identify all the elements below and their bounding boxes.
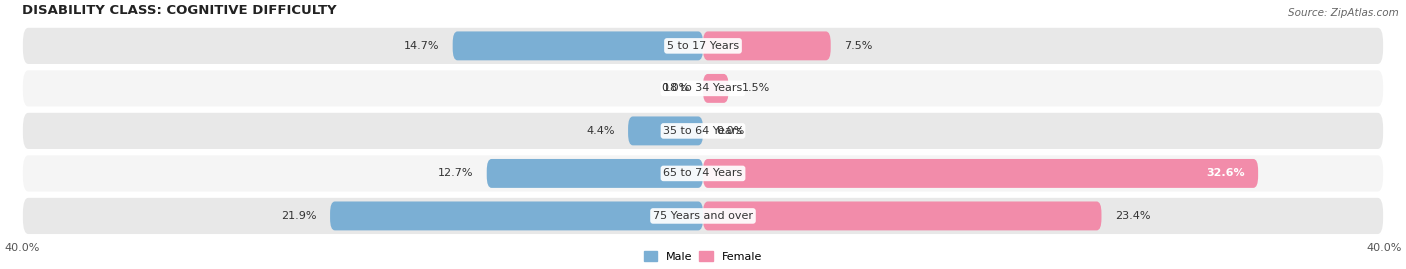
Text: 5 to 17 Years: 5 to 17 Years	[666, 41, 740, 51]
Text: 12.7%: 12.7%	[437, 168, 472, 178]
FancyBboxPatch shape	[22, 154, 1384, 193]
FancyBboxPatch shape	[22, 112, 1384, 150]
FancyBboxPatch shape	[703, 159, 1258, 188]
FancyBboxPatch shape	[628, 116, 703, 145]
FancyBboxPatch shape	[486, 159, 703, 188]
FancyBboxPatch shape	[22, 27, 1384, 65]
Text: 23.4%: 23.4%	[1115, 211, 1150, 221]
Text: 4.4%: 4.4%	[586, 126, 614, 136]
Legend: Male, Female: Male, Female	[640, 247, 766, 266]
Text: 18 to 34 Years: 18 to 34 Years	[664, 83, 742, 93]
Text: 0.0%: 0.0%	[717, 126, 745, 136]
FancyBboxPatch shape	[330, 201, 703, 230]
FancyBboxPatch shape	[22, 197, 1384, 235]
Text: 65 to 74 Years: 65 to 74 Years	[664, 168, 742, 178]
Text: 35 to 64 Years: 35 to 64 Years	[664, 126, 742, 136]
Text: 14.7%: 14.7%	[404, 41, 439, 51]
Text: 7.5%: 7.5%	[845, 41, 873, 51]
Text: DISABILITY CLASS: COGNITIVE DIFFICULTY: DISABILITY CLASS: COGNITIVE DIFFICULTY	[22, 4, 336, 17]
Text: 32.6%: 32.6%	[1206, 168, 1244, 178]
FancyBboxPatch shape	[703, 31, 831, 60]
FancyBboxPatch shape	[703, 74, 728, 103]
FancyBboxPatch shape	[703, 201, 1101, 230]
FancyBboxPatch shape	[453, 31, 703, 60]
Text: 1.5%: 1.5%	[742, 83, 770, 93]
Text: 21.9%: 21.9%	[281, 211, 316, 221]
Text: 75 Years and over: 75 Years and over	[652, 211, 754, 221]
Text: 0.0%: 0.0%	[661, 83, 689, 93]
Text: Source: ZipAtlas.com: Source: ZipAtlas.com	[1288, 8, 1399, 18]
FancyBboxPatch shape	[22, 69, 1384, 108]
